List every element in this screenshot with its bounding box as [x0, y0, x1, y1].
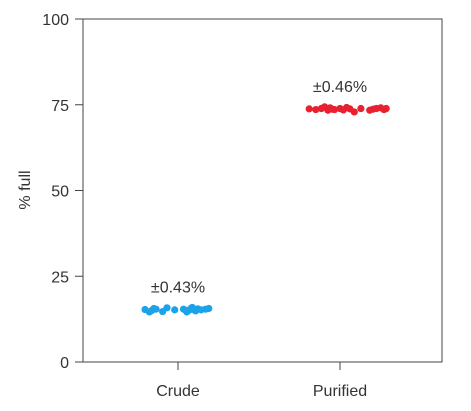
data-point	[382, 104, 390, 113]
spread-annotation: ±0.43%	[151, 279, 205, 296]
data-point	[171, 306, 179, 314]
data-point	[152, 305, 160, 313]
y-tick-label: 50	[51, 184, 69, 201]
x-tick-label: Crude	[156, 383, 200, 400]
data-point	[305, 105, 313, 113]
x-tick-label: Purified	[313, 383, 367, 400]
annotations: ±0.43% ±0.46%	[151, 79, 367, 297]
plot-frame	[82, 18, 443, 363]
data-point	[205, 304, 213, 313]
y-axis: 0 25 50 75 100	[42, 12, 83, 372]
y-tick-label: 75	[51, 98, 69, 115]
data-point	[350, 108, 358, 116]
data-point	[312, 105, 320, 114]
x-axis: Crude Purified	[156, 362, 367, 400]
y-axis-title: % full	[17, 170, 34, 209]
y-tick-label: 100	[42, 12, 69, 29]
spread-annotation: ±0.46%	[313, 79, 367, 96]
data-point	[184, 306, 192, 315]
data-points	[141, 103, 390, 316]
data-point	[330, 105, 339, 114]
y-tick-label: 25	[51, 269, 69, 286]
data-point	[163, 304, 171, 312]
data-point	[357, 104, 365, 113]
y-tick-label: 0	[60, 355, 69, 372]
